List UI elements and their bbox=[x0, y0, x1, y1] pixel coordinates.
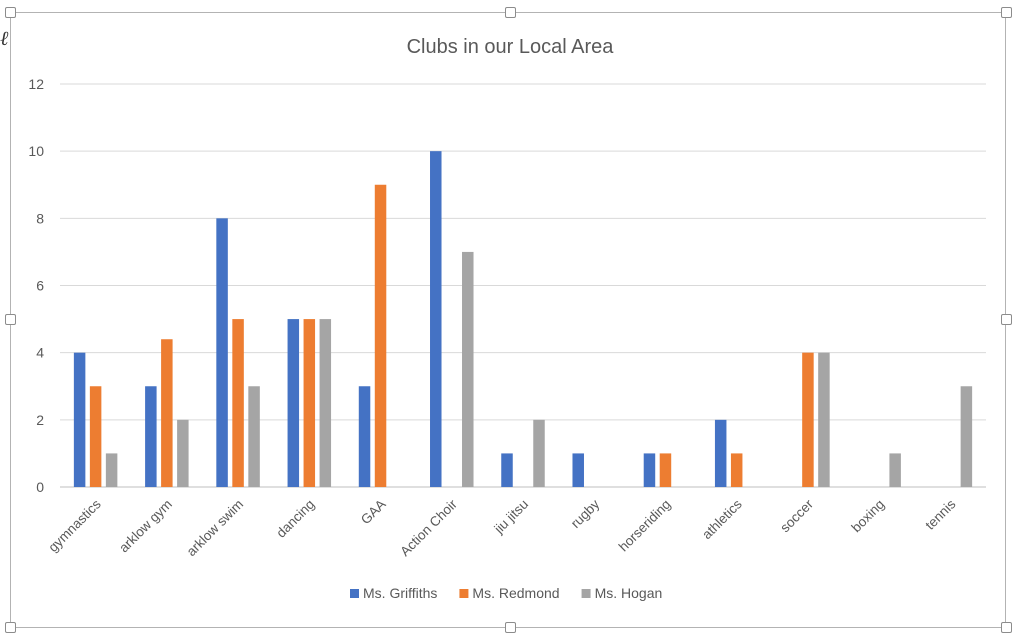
y-axis: 0 2 4 6 8 10 12 bbox=[28, 76, 44, 495]
x-tick-label: athletics bbox=[699, 496, 745, 542]
bar bbox=[216, 218, 228, 488]
bar bbox=[889, 453, 901, 487]
resize-handle-top-middle[interactable] bbox=[505, 7, 516, 18]
x-tick-label: GAA bbox=[358, 497, 389, 528]
bar bbox=[177, 419, 189, 487]
legend-label: Ms. Redmond bbox=[472, 585, 559, 601]
legend-label: Ms. Hogan bbox=[595, 585, 663, 601]
y-tick-label: 8 bbox=[36, 210, 44, 226]
resize-handle-middle-left[interactable] bbox=[5, 314, 16, 325]
legend-label: Ms. Griffiths bbox=[363, 585, 437, 601]
bar bbox=[89, 386, 102, 487]
y-tick-label: 4 bbox=[36, 345, 44, 361]
x-tick-label: boxing bbox=[849, 497, 888, 536]
bar bbox=[714, 419, 727, 487]
x-tick-label: tennis bbox=[922, 496, 958, 532]
resize-handle-top-left[interactable] bbox=[5, 7, 16, 18]
y-tick-label: 0 bbox=[36, 479, 44, 495]
y-tick-label: 10 bbox=[28, 143, 44, 159]
resize-handle-bottom-left[interactable] bbox=[5, 622, 16, 633]
legend: Ms. Griffiths Ms. Redmond Ms. Hogan bbox=[350, 585, 662, 601]
y-tick-label: 12 bbox=[28, 76, 44, 92]
text-cursor-icon: ℓ bbox=[0, 26, 9, 50]
bar bbox=[730, 453, 743, 487]
resize-handle-middle-right[interactable] bbox=[1001, 314, 1012, 325]
resize-handle-bottom-right[interactable] bbox=[1001, 622, 1012, 633]
x-tick-label: arklow swim bbox=[184, 497, 247, 560]
x-tick-label: Action Choir bbox=[397, 496, 460, 559]
y-tick-label: 6 bbox=[36, 278, 44, 294]
bar bbox=[319, 319, 332, 487]
bar bbox=[358, 386, 371, 487]
bar bbox=[232, 319, 244, 487]
bar bbox=[161, 339, 173, 487]
bar bbox=[960, 386, 973, 487]
bar bbox=[802, 352, 814, 487]
bars bbox=[73, 151, 973, 488]
resize-handle-bottom-middle[interactable] bbox=[505, 622, 516, 633]
bar bbox=[430, 151, 442, 487]
x-tick-label: soccer bbox=[777, 496, 816, 535]
y-tick-label: 2 bbox=[36, 412, 44, 428]
legend-swatch bbox=[350, 589, 359, 598]
bar bbox=[572, 453, 584, 487]
bar bbox=[818, 352, 830, 487]
legend-swatch bbox=[459, 589, 469, 598]
bar bbox=[248, 386, 260, 487]
chart-title: Clubs in our Local Area bbox=[407, 36, 615, 58]
legend-swatch bbox=[581, 589, 591, 598]
gridlines bbox=[60, 83, 986, 488]
x-tick-label: jiu jitsu bbox=[491, 497, 531, 537]
bar bbox=[533, 419, 545, 487]
bar bbox=[501, 453, 513, 487]
x-tick-label: gymnastics bbox=[45, 496, 104, 555]
bar bbox=[643, 453, 656, 487]
bar bbox=[374, 184, 387, 487]
x-tick-label: dancing bbox=[273, 497, 317, 541]
bar bbox=[303, 319, 316, 487]
bar bbox=[659, 453, 672, 487]
x-tick-label: arklow gym bbox=[116, 497, 175, 556]
x-tick-label: horseriding bbox=[616, 497, 674, 555]
x-tick-label: rugby bbox=[568, 496, 603, 531]
x-axis: gymnastics arklow gym arklow swim dancing GA… bbox=[45, 496, 958, 559]
resize-handle-top-right[interactable] bbox=[1001, 7, 1012, 18]
bar bbox=[145, 386, 157, 487]
bar bbox=[105, 453, 118, 487]
bar bbox=[73, 352, 86, 487]
bar bbox=[287, 319, 300, 487]
bar bbox=[462, 251, 474, 487]
